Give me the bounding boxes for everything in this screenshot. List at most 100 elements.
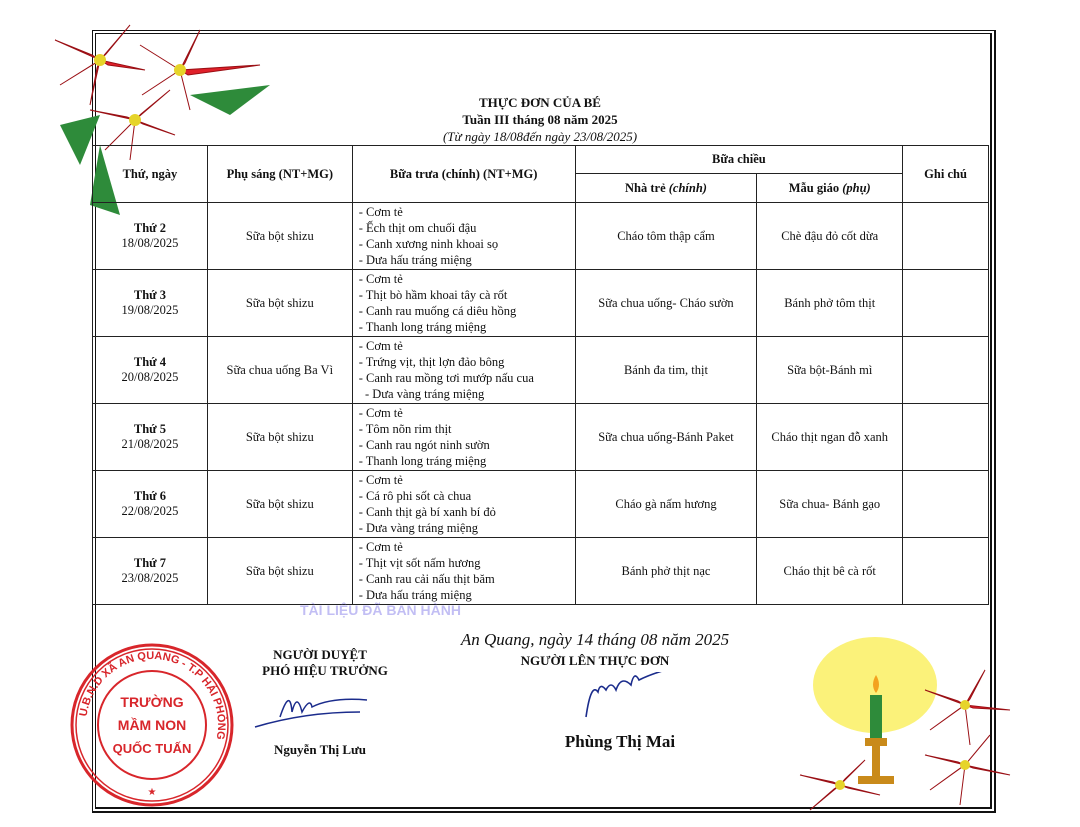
lunch-cell: - Cơm tẻ - Trứng vịt, thịt lợn đảo bông - …: [351, 336, 576, 404]
lunch-item: - Cơm tẻ: [358, 540, 403, 554]
header-note: Ghi chú: [902, 145, 989, 203]
approver-signature: [254, 698, 368, 728]
kindergarten-cell: Sữa chua- Bánh gạo: [756, 470, 904, 538]
header-lunch: Bữa trưa (chính) (NT+MG): [351, 145, 576, 203]
lunch-item: - Canh xương ninh khoai sọ: [358, 237, 499, 251]
lunch-item: - Tôm nõn rim thịt: [358, 422, 452, 436]
lunch-item: - Cá rô phi sốt cà chua: [358, 489, 472, 503]
header-nursery: Nhà trẻ (chính): [574, 173, 758, 203]
author-title: NGƯỜI LÊN THỰC ĐƠN: [520, 653, 670, 668]
nursery-cell: Bánh phở thịt nạc: [574, 537, 758, 605]
day-date: 20/08/2025: [121, 370, 179, 384]
lunch-item: - Dưa hấu tráng miệng: [358, 588, 472, 602]
breakfast-cell: Sữa bột shizu: [206, 202, 353, 270]
note-cell: [902, 470, 989, 538]
lunch-item: - Cơm tẻ: [358, 205, 403, 219]
lunch-item: - Thanh long tráng miệng: [358, 320, 487, 334]
header-kindergarten: Mẫu giáo (phụ): [756, 173, 904, 203]
breakfast-cell: Sữa bột shizu: [206, 269, 353, 337]
svg-text:★: ★: [148, 787, 157, 798]
lunch-item: - Canh rau muống cá diêu hồng: [358, 304, 517, 318]
nursery-cell: Sữa chua uống-Bánh Paket: [574, 403, 758, 471]
lunch-item: - Dưa vàng tráng miệng: [358, 387, 485, 401]
svg-text:TRƯỜNG: TRƯỜNG: [120, 693, 183, 710]
place-date: An Quang, ngày 14 tháng 08 năm 2025: [460, 630, 730, 649]
lunch-cell: - Cơm tẻ - Tôm nõn rim thịt - Canh rau ngó…: [351, 403, 576, 471]
author-signature: [585, 672, 662, 718]
approver-name: Nguyễn Thị Lưu: [273, 742, 367, 757]
lunch-item: - Thịt vịt sốt nấm hương: [358, 556, 481, 570]
note-cell: [902, 537, 989, 605]
approver-title: NGƯỜI DUYỆT: [273, 647, 367, 662]
day-cell: Thứ 7 23/08/2025: [92, 537, 208, 605]
lunch-cell: - Cơm tẻ - Cá rô phi sốt cà chua - Canh th…: [351, 470, 576, 538]
kindergarten-cell: Chè đậu đỏ cốt dừa: [756, 202, 904, 270]
approver-role: PHÓ HIỆU TRƯỞNG: [262, 663, 388, 678]
note-cell: [902, 336, 989, 404]
lunch-item: - Cơm tẻ: [358, 339, 403, 353]
day-label: Thứ 7: [133, 556, 167, 570]
breakfast-cell: Sữa bột shizu: [206, 470, 353, 538]
school-stamp: U.B.N.D XÃ AN QUANG - T.P HẢI PHÒNG TRƯỜ…: [70, 643, 234, 807]
lunch-item: - Cơm tẻ: [358, 272, 403, 286]
lunch-cell: - Cơm tẻ - Thịt bò hầm khoai tây cà rốt - …: [351, 269, 576, 337]
day-label: Thứ 2: [133, 221, 167, 235]
nursery-cell: Cháo gà nấm hương: [574, 470, 758, 538]
menu-title: THỰC ĐƠN CỦA BÉ: [479, 95, 601, 110]
day-label: Thứ 3: [133, 288, 167, 302]
lunch-item: - Trứng vịt, thịt lợn đảo bông: [358, 355, 505, 369]
candle-poinsettia-decoration: [799, 637, 1011, 811]
lunch-cell: - Cơm tẻ - Ếch thịt om chuối đậu - Canh xư…: [351, 202, 576, 270]
lunch-item: - Cơm tẻ: [358, 406, 403, 420]
lunch-item: - Dưa vàng tráng miệng: [358, 521, 478, 535]
day-cell: Thứ 5 21/08/2025: [92, 403, 208, 471]
day-cell: Thứ 3 19/08/2025: [92, 269, 208, 337]
lunch-item: - Thịt bò hầm khoai tây cà rốt: [358, 288, 508, 302]
nursery-cell: Bánh đa tim, thịt: [574, 336, 758, 404]
header-day: Thứ, ngày: [92, 145, 208, 203]
lunch-item: - Canh thịt gà bí xanh bí đỏ: [358, 505, 496, 519]
table-row: Thứ 5 21/08/2025 Sữa bột shizu - Cơm tẻ - …: [92, 403, 989, 471]
day-label: Thứ 6: [133, 489, 167, 503]
breakfast-cell: Sữa bột shizu: [206, 403, 353, 471]
table-row: Thứ 4 20/08/2025 Sữa chua uống Ba Vì - Cơ…: [92, 336, 989, 404]
menu-week: Tuần III tháng 08 năm 2025: [462, 112, 618, 127]
kindergarten-cell: Bánh phở tôm thịt: [756, 269, 904, 337]
day-cell: Thứ 6 22/08/2025: [92, 470, 208, 538]
breakfast-cell: Sữa chua uống Ba Vì: [206, 336, 353, 404]
note-cell: [902, 269, 989, 337]
lunch-item: - Ếch thịt om chuối đậu: [358, 221, 477, 235]
lunch-item: - Thanh long tráng miệng: [358, 454, 487, 468]
menu-table: Thứ, ngày Phụ sáng (NT+MG) Bữa trưa (chí…: [92, 145, 989, 605]
lunch-item: - Canh rau mồng tơi mướp nấu cua: [358, 371, 534, 385]
lunch-item: - Canh rau ngót ninh sườn: [358, 438, 490, 452]
note-cell: [902, 202, 989, 270]
nursery-cell: Sữa chua uống- Cháo sườn: [574, 269, 758, 337]
day-cell: Thứ 2 18/08/2025: [92, 202, 208, 270]
day-date: 22/08/2025: [121, 504, 179, 518]
day-date: 23/08/2025: [121, 571, 179, 585]
day-cell: Thứ 4 20/08/2025: [92, 336, 208, 404]
breakfast-cell: Sữa bột shizu: [206, 537, 353, 605]
poinsettia-decoration-top-left: [54, 24, 270, 215]
lunch-cell: - Cơm tẻ - Thịt vịt sốt nấm hương - Canh r…: [351, 537, 576, 605]
day-date: 21/08/2025: [121, 437, 179, 451]
nursery-cell: Cháo tôm thập cẩm: [574, 202, 758, 270]
table-row: Thứ 6 22/08/2025 Sữa bột shizu - Cơm tẻ - …: [92, 470, 989, 538]
day-date: 19/08/2025: [121, 303, 179, 317]
day-label: Thứ 4: [133, 355, 167, 369]
day-label: Thứ 5: [133, 422, 167, 436]
day-date: 18/08/2025: [121, 236, 179, 250]
menu-date-range: (Từ ngày 18/08đến ngày 23/08/2025): [442, 129, 638, 144]
lunch-item: - Dưa hấu tráng miệng: [358, 253, 472, 267]
note-cell: [902, 403, 989, 471]
lunch-item: - Cơm tẻ: [358, 473, 403, 487]
table-row: Thứ 7 23/08/2025 Sữa bột shizu - Cơm tẻ - …: [92, 537, 989, 605]
svg-text:MẦM NON: MẦM NON: [118, 717, 186, 733]
svg-text:QUỐC TUẤN: QUỐC TUẤN: [113, 741, 192, 756]
kindergarten-cell: Cháo thịt ngan đỗ xanh: [756, 403, 904, 471]
header-breakfast: Phụ sáng (NT+MG): [206, 145, 353, 203]
kindergarten-cell: Sữa bột-Bánh mì: [756, 336, 904, 404]
kindergarten-cell: Cháo thịt bê cà rốt: [756, 537, 904, 605]
table-row: Thứ 3 19/08/2025 Sữa bột shizu - Cơm tẻ - …: [92, 269, 989, 337]
